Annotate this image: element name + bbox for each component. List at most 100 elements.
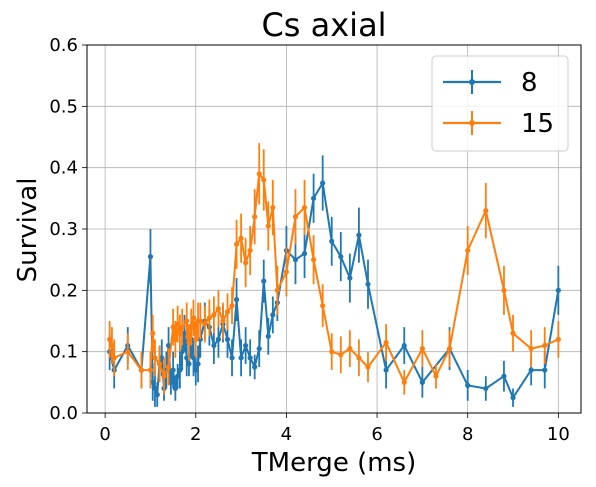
axis-ticks: 0 2 4 6 8 10 0.0 0.1 0.2 0.3 0.4 0.5 0.6 xyxy=(49,35,569,445)
series-2-point xyxy=(265,223,271,229)
series-1-point xyxy=(510,395,516,401)
series-2-point xyxy=(233,241,240,247)
series-2-point xyxy=(138,367,144,373)
series-1-point xyxy=(211,342,217,349)
series-1-point xyxy=(181,330,188,336)
legend-label-series-1: 8 xyxy=(521,68,538,98)
series-1-point xyxy=(159,355,165,361)
series-2-point xyxy=(206,315,212,321)
series-2-point xyxy=(193,336,199,342)
series-2-point xyxy=(320,303,326,309)
series-1-point xyxy=(265,333,271,339)
series-2-point xyxy=(347,346,353,352)
series-2-point xyxy=(220,318,226,324)
series-1-point xyxy=(190,355,197,361)
series-2-point xyxy=(165,364,172,370)
series-1-point xyxy=(252,364,258,370)
series-2-point xyxy=(555,336,561,342)
series-2-point xyxy=(365,364,371,370)
x-tick-label: 4 xyxy=(281,424,292,445)
series-2-point xyxy=(252,214,258,220)
series-2-point xyxy=(301,204,308,211)
series-1-point xyxy=(292,257,299,263)
series-2-point xyxy=(329,349,335,355)
series-2-point xyxy=(190,315,197,321)
legend-marker-series-1 xyxy=(469,79,475,85)
series-2-point xyxy=(510,330,516,336)
series-2-point xyxy=(229,303,235,309)
x-tick-label: 10 xyxy=(547,424,570,445)
series-1-point xyxy=(483,385,489,392)
series-2-point xyxy=(542,342,548,349)
series-2-point xyxy=(161,373,167,379)
legend: 8 15 xyxy=(431,55,569,152)
series-2-point xyxy=(433,373,439,379)
series-1-point xyxy=(365,281,371,287)
series-2-point xyxy=(152,355,158,361)
series-1-point xyxy=(170,367,176,373)
series-1-point xyxy=(168,379,174,385)
series-1-point xyxy=(356,232,362,238)
series-1-point xyxy=(195,361,201,367)
series-2-point xyxy=(175,321,181,327)
series-1-point xyxy=(329,238,335,244)
series-2-point xyxy=(111,355,117,361)
series-2-point xyxy=(419,346,425,352)
y-tick-label: 0.5 xyxy=(49,96,78,117)
series-1-point xyxy=(401,342,407,349)
series-1-point xyxy=(542,367,548,373)
series-1-point xyxy=(311,195,317,201)
series-1-point xyxy=(193,367,199,373)
series-2-point xyxy=(283,269,290,275)
y-tick-label: 0.4 xyxy=(49,158,78,179)
series-1-point xyxy=(555,287,561,293)
series-2-point xyxy=(125,349,131,355)
series-1-point xyxy=(528,367,534,373)
series-1-point xyxy=(233,296,240,303)
series-1-point xyxy=(256,346,262,352)
series-2-point xyxy=(202,321,208,327)
series-2-point xyxy=(179,324,185,330)
series-1-point xyxy=(301,250,308,257)
y-tick-label: 0.6 xyxy=(49,35,78,56)
series-2-point xyxy=(501,287,507,293)
series-2-point xyxy=(292,214,299,220)
series-2-point xyxy=(150,330,156,336)
x-tick-label: 8 xyxy=(462,424,473,445)
series-1-point xyxy=(261,278,267,284)
series-1-point xyxy=(177,367,183,373)
series-2-point xyxy=(188,324,194,330)
legend-item-series-1: 8 xyxy=(443,68,538,98)
x-tick-label: 0 xyxy=(99,424,110,445)
series-1-point xyxy=(501,373,507,379)
series-1-point xyxy=(150,379,156,385)
series-1-point xyxy=(147,254,154,260)
y-tick-label: 0.1 xyxy=(49,342,78,363)
series-2-point xyxy=(338,352,344,358)
series-2-point xyxy=(311,257,317,263)
series-2-point xyxy=(261,177,267,183)
series-2-point xyxy=(177,330,183,336)
series-2-point xyxy=(465,247,471,254)
series-1-point xyxy=(215,336,222,342)
series-1-point xyxy=(154,392,160,398)
series-2-point xyxy=(184,318,190,324)
series-2-point xyxy=(147,367,154,373)
series-2-point xyxy=(211,312,217,318)
series-1 xyxy=(107,155,561,407)
series-2-point xyxy=(274,287,280,293)
series-2-point xyxy=(107,336,113,342)
series-2-point xyxy=(483,208,489,214)
series-1-point xyxy=(270,312,276,318)
series-2-point xyxy=(215,306,222,312)
series-1-point xyxy=(152,385,158,392)
chart-title: Cs axial xyxy=(261,6,386,44)
y-axis-label: Survival xyxy=(13,178,43,283)
series-1-point xyxy=(238,355,244,361)
series-2-point xyxy=(528,346,534,352)
series-2-point xyxy=(109,342,115,349)
series-1-point xyxy=(229,355,235,361)
series-1-point xyxy=(347,275,353,281)
y-tick-label: 0.2 xyxy=(49,280,78,301)
